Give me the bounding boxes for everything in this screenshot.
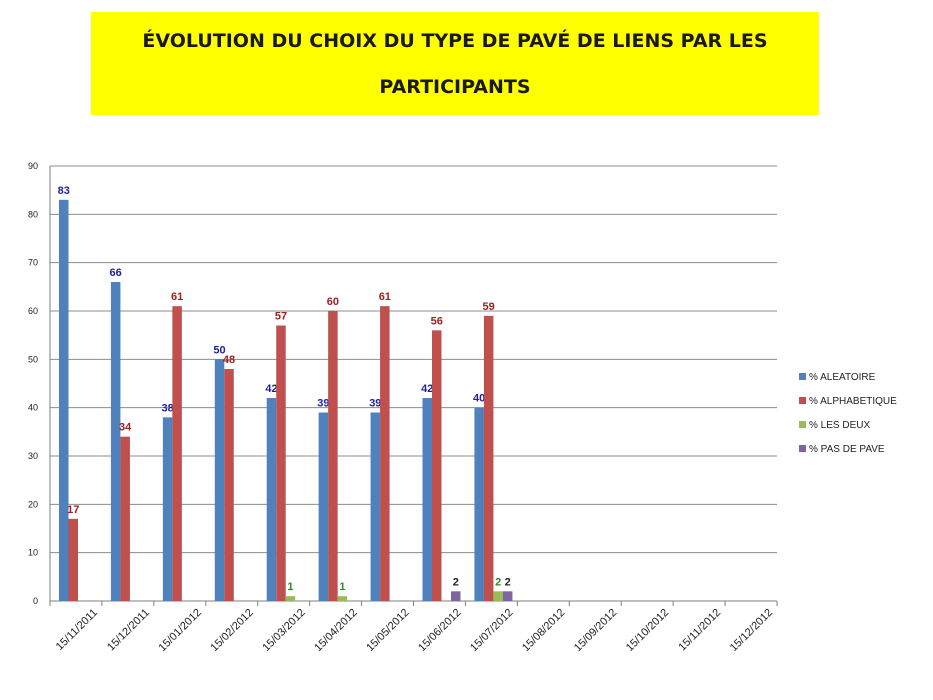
bar <box>318 412 329 601</box>
data-label: 1 <box>339 581 345 593</box>
bar <box>68 518 78 601</box>
bar <box>224 369 234 601</box>
x-tick-label: 15/10/2012 <box>624 607 671 654</box>
legend-label: % PAS DE PAVE <box>809 444 885 455</box>
data-label: 48 <box>223 354 235 366</box>
x-tick-label: 15/03/2012 <box>260 607 307 654</box>
bar <box>266 398 277 601</box>
x-tick-label: 15/06/2012 <box>416 607 463 654</box>
legend-label: % ALPHABETIQUE <box>809 396 897 407</box>
data-label: 42 <box>265 383 277 395</box>
y-tick-label: 90 <box>28 161 38 171</box>
data-label: 61 <box>379 291 391 303</box>
data-label: 2 <box>505 576 511 588</box>
bar <box>483 315 494 601</box>
legend-swatch <box>799 445 806 452</box>
data-label: 56 <box>431 315 443 327</box>
x-tick-label: 15/11/2011 <box>54 607 100 653</box>
bar <box>120 436 130 601</box>
y-tick-label: 60 <box>28 306 38 316</box>
y-tick-label: 0 <box>33 596 38 606</box>
data-label: 38 <box>161 402 173 414</box>
x-tick-label: 15/04/2012 <box>312 607 359 654</box>
data-label: 50 <box>213 344 225 356</box>
data-label: 17 <box>67 504 79 516</box>
data-label: 2 <box>453 576 459 588</box>
data-label: 1 <box>287 581 293 593</box>
bar <box>451 591 461 601</box>
chart-title: ÉVOLUTION DU CHOIX DU TYPE DE PAVÉ DE LI… <box>142 29 768 98</box>
bar <box>474 407 484 601</box>
bar <box>59 199 69 602</box>
data-label: 60 <box>327 296 339 308</box>
bar <box>214 359 225 601</box>
legend-label: % LES DEUX <box>809 420 870 431</box>
x-tick-label: 15/01/2012 <box>156 607 203 654</box>
bar <box>337 596 348 601</box>
data-label: 61 <box>171 291 183 303</box>
y-tick-label: 20 <box>28 499 38 509</box>
legend-swatch <box>799 373 806 380</box>
bar <box>276 325 286 601</box>
data-label: 83 <box>58 185 70 197</box>
x-tick-label: 15/11/2012 <box>676 607 723 654</box>
data-label: 66 <box>110 267 122 279</box>
legend-swatch <box>799 397 806 404</box>
y-tick-label: 50 <box>28 354 38 364</box>
y-tick-label: 80 <box>28 209 38 219</box>
data-label: 39 <box>369 398 381 410</box>
bar <box>493 591 503 601</box>
chart-title-box: ÉVOLUTION DU CHOIX DU TYPE DE PAVÉ DE LI… <box>91 12 819 115</box>
data-label: 34 <box>119 422 132 434</box>
bar <box>502 591 513 601</box>
data-label: 39 <box>317 398 329 410</box>
x-tick-label: 15/12/2011 <box>105 607 152 654</box>
bar <box>432 330 442 601</box>
bar <box>328 311 338 601</box>
bar <box>285 596 296 601</box>
x-tick-label: 15/07/2012 <box>468 607 515 654</box>
bar <box>162 417 173 601</box>
x-tick-label: 15/09/2012 <box>572 607 619 654</box>
x-tick-label: 15/05/2012 <box>364 607 411 654</box>
y-tick-label: 30 <box>28 451 38 461</box>
legend-swatch <box>799 421 806 428</box>
bar <box>172 306 182 601</box>
bar <box>422 398 432 601</box>
y-tick-label: 10 <box>28 548 38 558</box>
x-tick-label: 15/12/2012 <box>728 607 775 654</box>
bar <box>110 282 121 601</box>
legend-label: % ALEATOIRE <box>809 372 876 383</box>
data-label: 57 <box>275 311 287 323</box>
y-tick-label: 40 <box>28 403 38 413</box>
data-label: 2 <box>495 576 501 588</box>
bar <box>380 306 390 601</box>
data-label: 42 <box>421 383 433 395</box>
data-label: 40 <box>473 393 485 405</box>
x-tick-label: 15/02/2012 <box>208 607 255 654</box>
x-tick-label: 15/08/2012 <box>520 607 567 654</box>
data-label: 59 <box>483 301 495 313</box>
bar <box>370 412 381 601</box>
y-tick-label: 70 <box>28 258 38 268</box>
